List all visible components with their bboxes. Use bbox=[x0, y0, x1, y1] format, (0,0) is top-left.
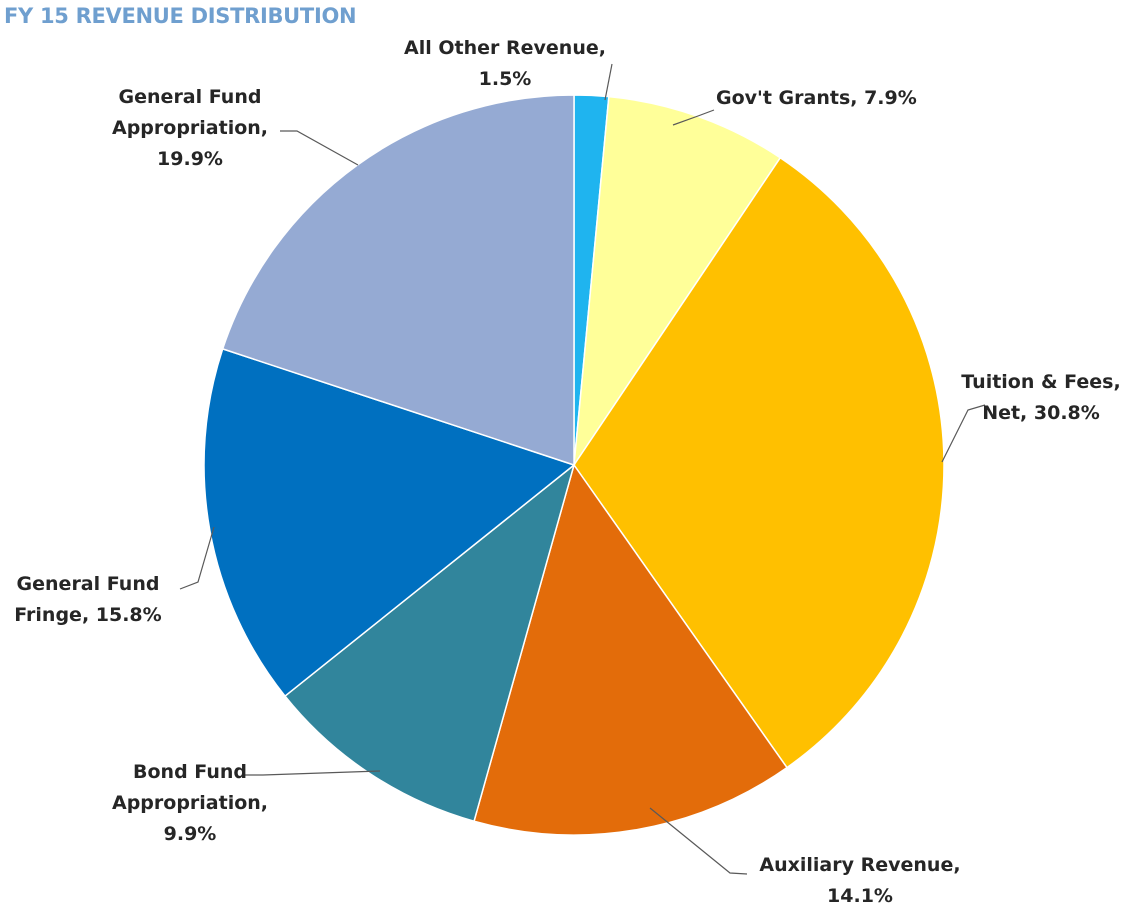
data-label-line: Appropriation, bbox=[112, 117, 268, 139]
data-label-line: Tuition & Fees, bbox=[961, 371, 1120, 393]
leader-line-bond-fund-appropriation bbox=[245, 770, 381, 776]
data-label-line: 14.1% bbox=[827, 885, 893, 907]
data-label-line: General Fund bbox=[119, 86, 262, 108]
data-label-line: Bond Fund bbox=[133, 761, 247, 783]
leader-line-general-fund-appropriation bbox=[280, 130, 359, 166]
leader-line-all-other-revenue bbox=[604, 63, 613, 101]
chart-title: FY 15 REVENUE DISTRIBUTION bbox=[4, 4, 357, 28]
data-label-line: 9.9% bbox=[164, 823, 217, 845]
data-label-gov-t-grants: Gov't Grants, 7.9% bbox=[716, 87, 917, 109]
pie-slice-general-fund-fringe bbox=[203, 347, 576, 698]
data-label-all-other-revenue: All Other Revenue, 1.5% bbox=[404, 37, 606, 90]
data-labels: All Other Revenue, 1.5% Gov't Grants, 7.9%… bbox=[14, 37, 1120, 907]
data-label-general-fund-appropriation: General Fund Appropriation, 19.9% bbox=[112, 86, 268, 170]
leader-line-general-fund-fringe bbox=[179, 526, 215, 590]
data-label-line: Net, 30.8% bbox=[982, 402, 1100, 424]
pie-slices bbox=[203, 94, 945, 836]
data-label-bond-fund-appropriation: Bond Fund Appropriation, 9.9% bbox=[112, 761, 268, 845]
data-label-auxiliary-revenue: Auxiliary Revenue, 14.1% bbox=[759, 854, 960, 907]
data-label-line: Gov't Grants, 7.9% bbox=[716, 87, 917, 109]
leader-line-gov-t-grants bbox=[672, 109, 715, 126]
pie-slice-auxiliary-revenue bbox=[473, 463, 788, 836]
data-label-line: Appropriation, bbox=[112, 792, 268, 814]
pie-slice-tuition-fees-net bbox=[573, 156, 945, 769]
pie-slice-bond-fund-appropriation bbox=[283, 462, 576, 823]
data-label-line: Auxiliary Revenue, bbox=[759, 854, 960, 876]
data-label-tuition-fees-net: Tuition & Fees, Net, 30.8% bbox=[961, 371, 1120, 424]
leader-line-auxiliary-revenue bbox=[649, 807, 748, 875]
leader-line-tuition-fees-net bbox=[941, 404, 986, 463]
data-label-line: 1.5% bbox=[479, 68, 532, 90]
data-label-line: All Other Revenue, bbox=[404, 37, 606, 59]
pie-slice-gov-t-grants bbox=[573, 95, 782, 466]
data-label-line: Fringe, 15.8% bbox=[14, 604, 161, 626]
data-label-line: 19.9% bbox=[157, 148, 223, 170]
data-label-general-fund-fringe: General Fund Fringe, 15.8% bbox=[14, 573, 161, 626]
leader-lines bbox=[179, 63, 986, 875]
data-label-line: General Fund bbox=[17, 573, 160, 595]
